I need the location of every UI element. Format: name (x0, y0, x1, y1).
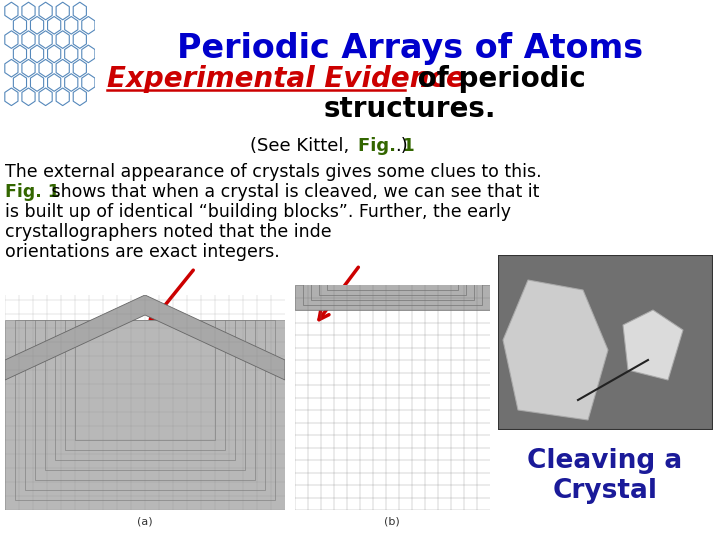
Text: Experimental Evidence: Experimental Evidence (107, 65, 465, 93)
Text: orientations are exact integers.: orientations are exact integers. (5, 243, 280, 261)
FancyBboxPatch shape (75, 320, 215, 440)
Polygon shape (623, 310, 683, 380)
Polygon shape (503, 280, 608, 420)
Polygon shape (5, 295, 285, 380)
FancyBboxPatch shape (55, 320, 235, 460)
Text: Cleaving a
Crystal: Cleaving a Crystal (527, 448, 683, 504)
FancyBboxPatch shape (295, 285, 490, 310)
FancyBboxPatch shape (311, 283, 474, 300)
Text: Fig. 1: Fig. 1 (358, 137, 415, 155)
FancyBboxPatch shape (303, 284, 482, 305)
FancyBboxPatch shape (319, 282, 466, 295)
Text: Fig. 1: Fig. 1 (5, 183, 60, 201)
Text: of periodic: of periodic (408, 65, 586, 93)
FancyBboxPatch shape (45, 320, 245, 470)
Text: (a): (a) (138, 517, 153, 527)
Text: .): .) (395, 137, 408, 155)
Text: (See Kittel,: (See Kittel, (250, 137, 361, 155)
FancyBboxPatch shape (327, 281, 458, 290)
FancyBboxPatch shape (5, 320, 285, 510)
Text: structures.: structures. (324, 95, 496, 123)
Text: (b): (b) (384, 517, 400, 527)
FancyBboxPatch shape (498, 255, 713, 430)
FancyBboxPatch shape (15, 320, 275, 500)
FancyBboxPatch shape (35, 320, 255, 480)
Text: The external appearance of crystals gives some clues to this.: The external appearance of crystals give… (5, 163, 541, 181)
Text: is built up of identical “building blocks”. Further, the early: is built up of identical “building block… (5, 203, 511, 221)
Text: shows that when a crystal is cleaved, we can see that it: shows that when a crystal is cleaved, we… (46, 183, 539, 201)
Text: Periodic Arrays of Atoms: Periodic Arrays of Atoms (177, 32, 643, 65)
Text: crystallographers noted that the inde: crystallographers noted that the inde (5, 223, 332, 241)
FancyBboxPatch shape (25, 320, 265, 490)
FancyBboxPatch shape (65, 320, 225, 450)
